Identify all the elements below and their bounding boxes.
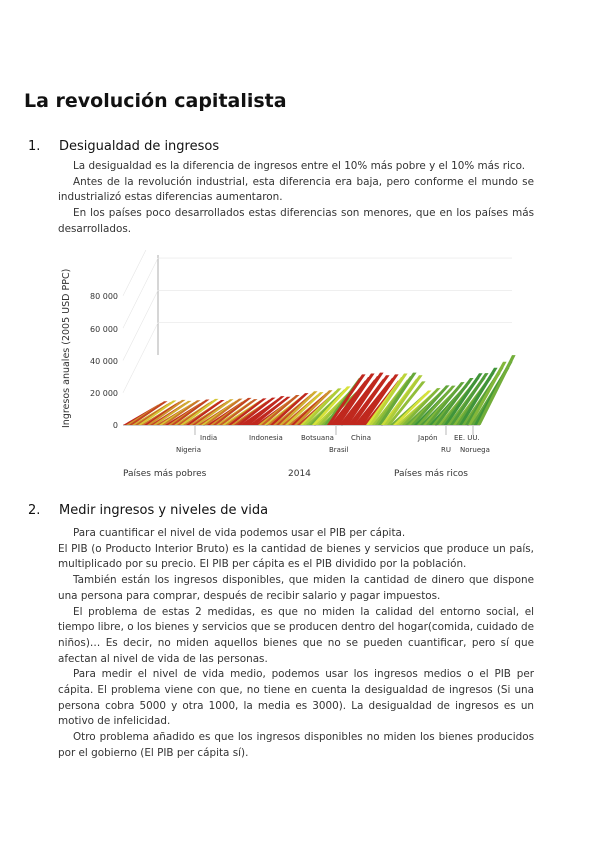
paragraph: Antes de la revolución industrial, esta … <box>58 175 534 204</box>
country-slice <box>369 373 408 425</box>
y-tick: 0 <box>113 421 118 430</box>
country-slice <box>312 386 351 425</box>
gridline <box>122 290 159 361</box>
section-1-body: La desigualdad es la diferencia de ingre… <box>58 159 534 238</box>
country-label: Noruega <box>460 446 490 454</box>
country-slice <box>294 390 333 425</box>
x-label-right: Países más ricos <box>394 469 468 479</box>
y-tick: 60 000 <box>90 325 118 334</box>
country-slice <box>450 373 489 425</box>
country-slice <box>261 394 300 425</box>
country-label: RU <box>441 446 451 454</box>
country-slice <box>147 399 186 425</box>
country-slice <box>129 401 168 425</box>
country-label: Indonesia <box>249 434 283 442</box>
country-slice <box>195 399 234 425</box>
country-slice <box>411 385 450 425</box>
y-tick: 80 000 <box>90 292 118 301</box>
country-slice <box>228 398 267 425</box>
paragraph: Para medir el nivel de vida medio, podem… <box>58 668 534 728</box>
country-slice <box>378 372 417 425</box>
country-slice <box>444 373 483 425</box>
country-slice <box>252 396 291 425</box>
country-label: Japón <box>417 434 438 442</box>
country-slice <box>186 400 225 425</box>
country-slice <box>270 393 309 425</box>
country-slice <box>351 375 390 425</box>
section-number: 1. <box>28 139 41 154</box>
country-slice <box>219 399 258 425</box>
paragraph: En los países poco desarrollados estas d… <box>58 207 534 235</box>
income-inequality-figure: Ingresos anuales (2005 USD PPC) 80 000 6… <box>61 250 516 479</box>
country-slice <box>171 399 210 425</box>
country-slice <box>237 397 276 425</box>
country-slice <box>180 398 219 425</box>
paragraph: El PIB (o Producto Interior Bruto) es la… <box>58 542 534 571</box>
y-tick: 20 000 <box>90 389 118 398</box>
country-slice <box>204 398 243 425</box>
country-slice <box>345 372 384 425</box>
chart-bars <box>123 355 516 425</box>
country-slice <box>468 361 507 425</box>
country-slice <box>384 375 423 425</box>
country-label: China <box>351 434 371 442</box>
x-label-center: 2014 <box>288 469 311 479</box>
country-slice <box>327 374 366 425</box>
paragraph: Para cuantificar el nivel de vida podemo… <box>73 527 406 539</box>
country-slice <box>285 392 324 425</box>
section-2-body: Para cuantificar el nivel de vida podemo… <box>58 526 534 762</box>
section-2-heading: 2. Medir ingresos y niveles de vida <box>28 503 268 518</box>
country-slice <box>153 400 192 425</box>
country-slice <box>360 374 399 425</box>
y-axis-label: Ingresos anuales (2005 USD PPC) <box>61 269 72 428</box>
country-slice <box>162 400 201 425</box>
country-slice <box>336 373 375 425</box>
country-label: India <box>200 434 217 442</box>
paragraph: También están los ingresos disponibles, … <box>58 574 534 602</box>
paragraph: La desigualdad es la diferencia de ingre… <box>73 160 526 172</box>
country-label: Brasil <box>329 446 349 454</box>
x-label-left: Países más pobres <box>123 469 207 479</box>
y-tick: 40 000 <box>90 357 118 366</box>
section-title: Desigualdad de ingresos <box>59 139 220 154</box>
section-number: 2. <box>28 503 41 518</box>
country-slice <box>213 397 252 425</box>
country-slice <box>387 381 426 425</box>
section-title: Medir ingresos y niveles de vida <box>59 503 269 518</box>
country-slice <box>246 396 285 425</box>
country-label: Nigeria <box>176 446 201 454</box>
country-slice <box>435 377 474 425</box>
country-slice <box>279 391 318 425</box>
country-slice <box>459 367 498 425</box>
country-slice <box>426 382 465 425</box>
country-slice <box>138 400 177 425</box>
page-title: La revolución capitalista <box>24 90 287 112</box>
gridline <box>122 250 147 296</box>
section-1-heading: 1. Desigualdad de ingresos <box>28 139 219 154</box>
paragraph: Otro problema añadido es que los ingreso… <box>58 731 534 759</box>
country-slice <box>417 385 456 425</box>
country-slice <box>393 390 432 425</box>
country-label: EE. UU. <box>454 434 480 442</box>
country-slice <box>402 388 441 425</box>
country-slice <box>477 355 516 425</box>
gridline <box>122 257 159 329</box>
country-slice <box>303 388 342 425</box>
paragraph: El problema de estas 2 medidas, es que n… <box>58 605 534 665</box>
gridline <box>122 322 159 393</box>
country-label: Botsuana <box>301 434 334 442</box>
